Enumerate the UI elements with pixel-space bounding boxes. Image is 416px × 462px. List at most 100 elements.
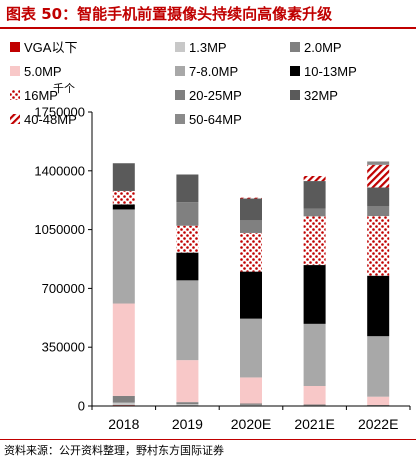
legend-item: 2.0MP — [290, 40, 342, 55]
bar-segment — [176, 280, 199, 361]
bar-segment — [240, 377, 262, 404]
legend-item: 16MP — [10, 88, 58, 103]
y-tick-label: 1400000 — [34, 163, 85, 178]
legend-swatch — [290, 90, 300, 100]
bar-segment — [367, 164, 390, 188]
x-tick-label: 2021E — [294, 416, 334, 432]
legend-swatch — [10, 90, 20, 100]
bar-segment — [240, 232, 262, 272]
legend-swatch — [290, 66, 300, 76]
title-divider — [0, 27, 416, 29]
legend-item: 10-13MP — [290, 64, 357, 79]
legend-swatch — [10, 114, 20, 124]
source-note: 资料来源：公开资料整理，野村东方国际证券 — [4, 444, 224, 457]
legend-swatch — [175, 66, 185, 76]
bar-2019 — [176, 174, 199, 406]
bar-segment — [240, 198, 262, 221]
bar-segment — [176, 174, 199, 203]
legend-swatch — [10, 66, 20, 76]
chart-title: 图表 50：智能手机前置摄像头持续向高像素升级 — [6, 5, 333, 23]
bar-segment — [112, 163, 135, 191]
x-tick-label: 2018 — [108, 416, 139, 432]
source-divider — [0, 439, 416, 440]
bar-segment — [367, 396, 390, 406]
y-axis: 0 350000 700000 1050000 1400000 1750000 — [34, 105, 93, 414]
y-axis-unit-label: 千个 — [53, 82, 75, 95]
bar-segment — [303, 386, 326, 405]
legend-label: 16MP — [24, 88, 58, 103]
y-tick-label: 350000 — [42, 340, 85, 355]
legend-swatch — [175, 42, 185, 52]
legend-label: 50-64MP — [189, 112, 242, 127]
y-tick-label: 1750000 — [34, 105, 85, 120]
legend-item: 32MP — [290, 88, 338, 103]
x-tick-label: 2022E — [358, 416, 398, 432]
bar-segment — [112, 209, 135, 304]
bar-segment — [112, 190, 135, 205]
bar-segment — [303, 265, 326, 324]
legend-label: 5.0MP — [24, 64, 62, 79]
bar-segment — [112, 395, 135, 403]
bar-segment — [240, 197, 262, 199]
bar-segment — [240, 220, 262, 233]
bar-segment — [176, 252, 199, 281]
bar-2022E — [367, 161, 390, 407]
bar-segment — [303, 323, 326, 387]
bar-segment — [176, 402, 199, 405]
bar-segment — [240, 404, 262, 406]
x-tick-label: 2019 — [172, 416, 203, 432]
bar-segment — [176, 404, 199, 406]
legend-label: 1.3MP — [189, 40, 227, 55]
bar-segment — [176, 202, 199, 226]
bar-segment — [112, 402, 135, 406]
bar-segment — [240, 318, 262, 378]
bar-segment — [303, 208, 326, 217]
bar-segment — [303, 176, 326, 182]
bar-2018 — [112, 163, 135, 406]
bar-segment — [176, 360, 199, 403]
legend-label: 32MP — [304, 88, 338, 103]
legend-label: 10-13MP — [304, 64, 357, 79]
bar-segment — [240, 403, 262, 405]
legend-item: 40-48MP — [10, 112, 77, 127]
legend-label: VGA以下 — [24, 40, 77, 55]
bar-segment — [367, 216, 390, 276]
bar-segment — [367, 275, 390, 337]
y-tick-label: 0 — [78, 399, 85, 414]
bar-segment — [303, 216, 326, 266]
x-axis: 2018 2019 2020E 2021E 2022E — [91, 405, 411, 432]
stacked-bar-chart: VGA以下 1.3MP 2.0MP 5.0MP 7-8.0MP 10-13MP 16MP 20… — [10, 40, 411, 432]
legend-item: 7-8.0MP — [175, 64, 238, 79]
bars — [112, 161, 390, 407]
legend-item: VGA以下 — [10, 40, 77, 55]
legend-swatch — [10, 42, 20, 52]
bar-segment — [367, 405, 390, 406]
bar-segment — [367, 205, 390, 217]
bar-segment — [240, 271, 262, 319]
bar-segment — [112, 204, 135, 210]
bar-segment — [112, 303, 135, 396]
bar-segment — [367, 336, 390, 397]
legend-item: 20-25MP — [175, 88, 242, 103]
bar-segment — [303, 181, 326, 209]
bar-2020E — [240, 197, 262, 407]
bar-segment — [367, 187, 390, 206]
bar-2021E — [303, 176, 326, 407]
legend-label: 20-25MP — [189, 88, 242, 103]
legend-item: 5.0MP — [10, 64, 62, 79]
legend: VGA以下 1.3MP 2.0MP 5.0MP 7-8.0MP 10-13MP 16MP 20… — [10, 40, 357, 127]
legend-label: 7-8.0MP — [189, 64, 238, 79]
legend-swatch — [175, 114, 185, 124]
legend-label: 40-48MP — [24, 112, 77, 127]
y-tick-label: 1050000 — [34, 222, 85, 237]
bar-segment — [367, 161, 390, 165]
legend-item: 50-64MP — [175, 112, 242, 127]
y-tick-label: 700000 — [42, 281, 85, 296]
legend-swatch — [290, 42, 300, 52]
bar-segment — [176, 225, 199, 253]
bar-segment — [303, 404, 326, 406]
legend-label: 2.0MP — [304, 40, 342, 55]
x-tick-label: 2020E — [231, 416, 271, 432]
legend-swatch — [175, 90, 185, 100]
legend-item: 1.3MP — [175, 40, 227, 55]
